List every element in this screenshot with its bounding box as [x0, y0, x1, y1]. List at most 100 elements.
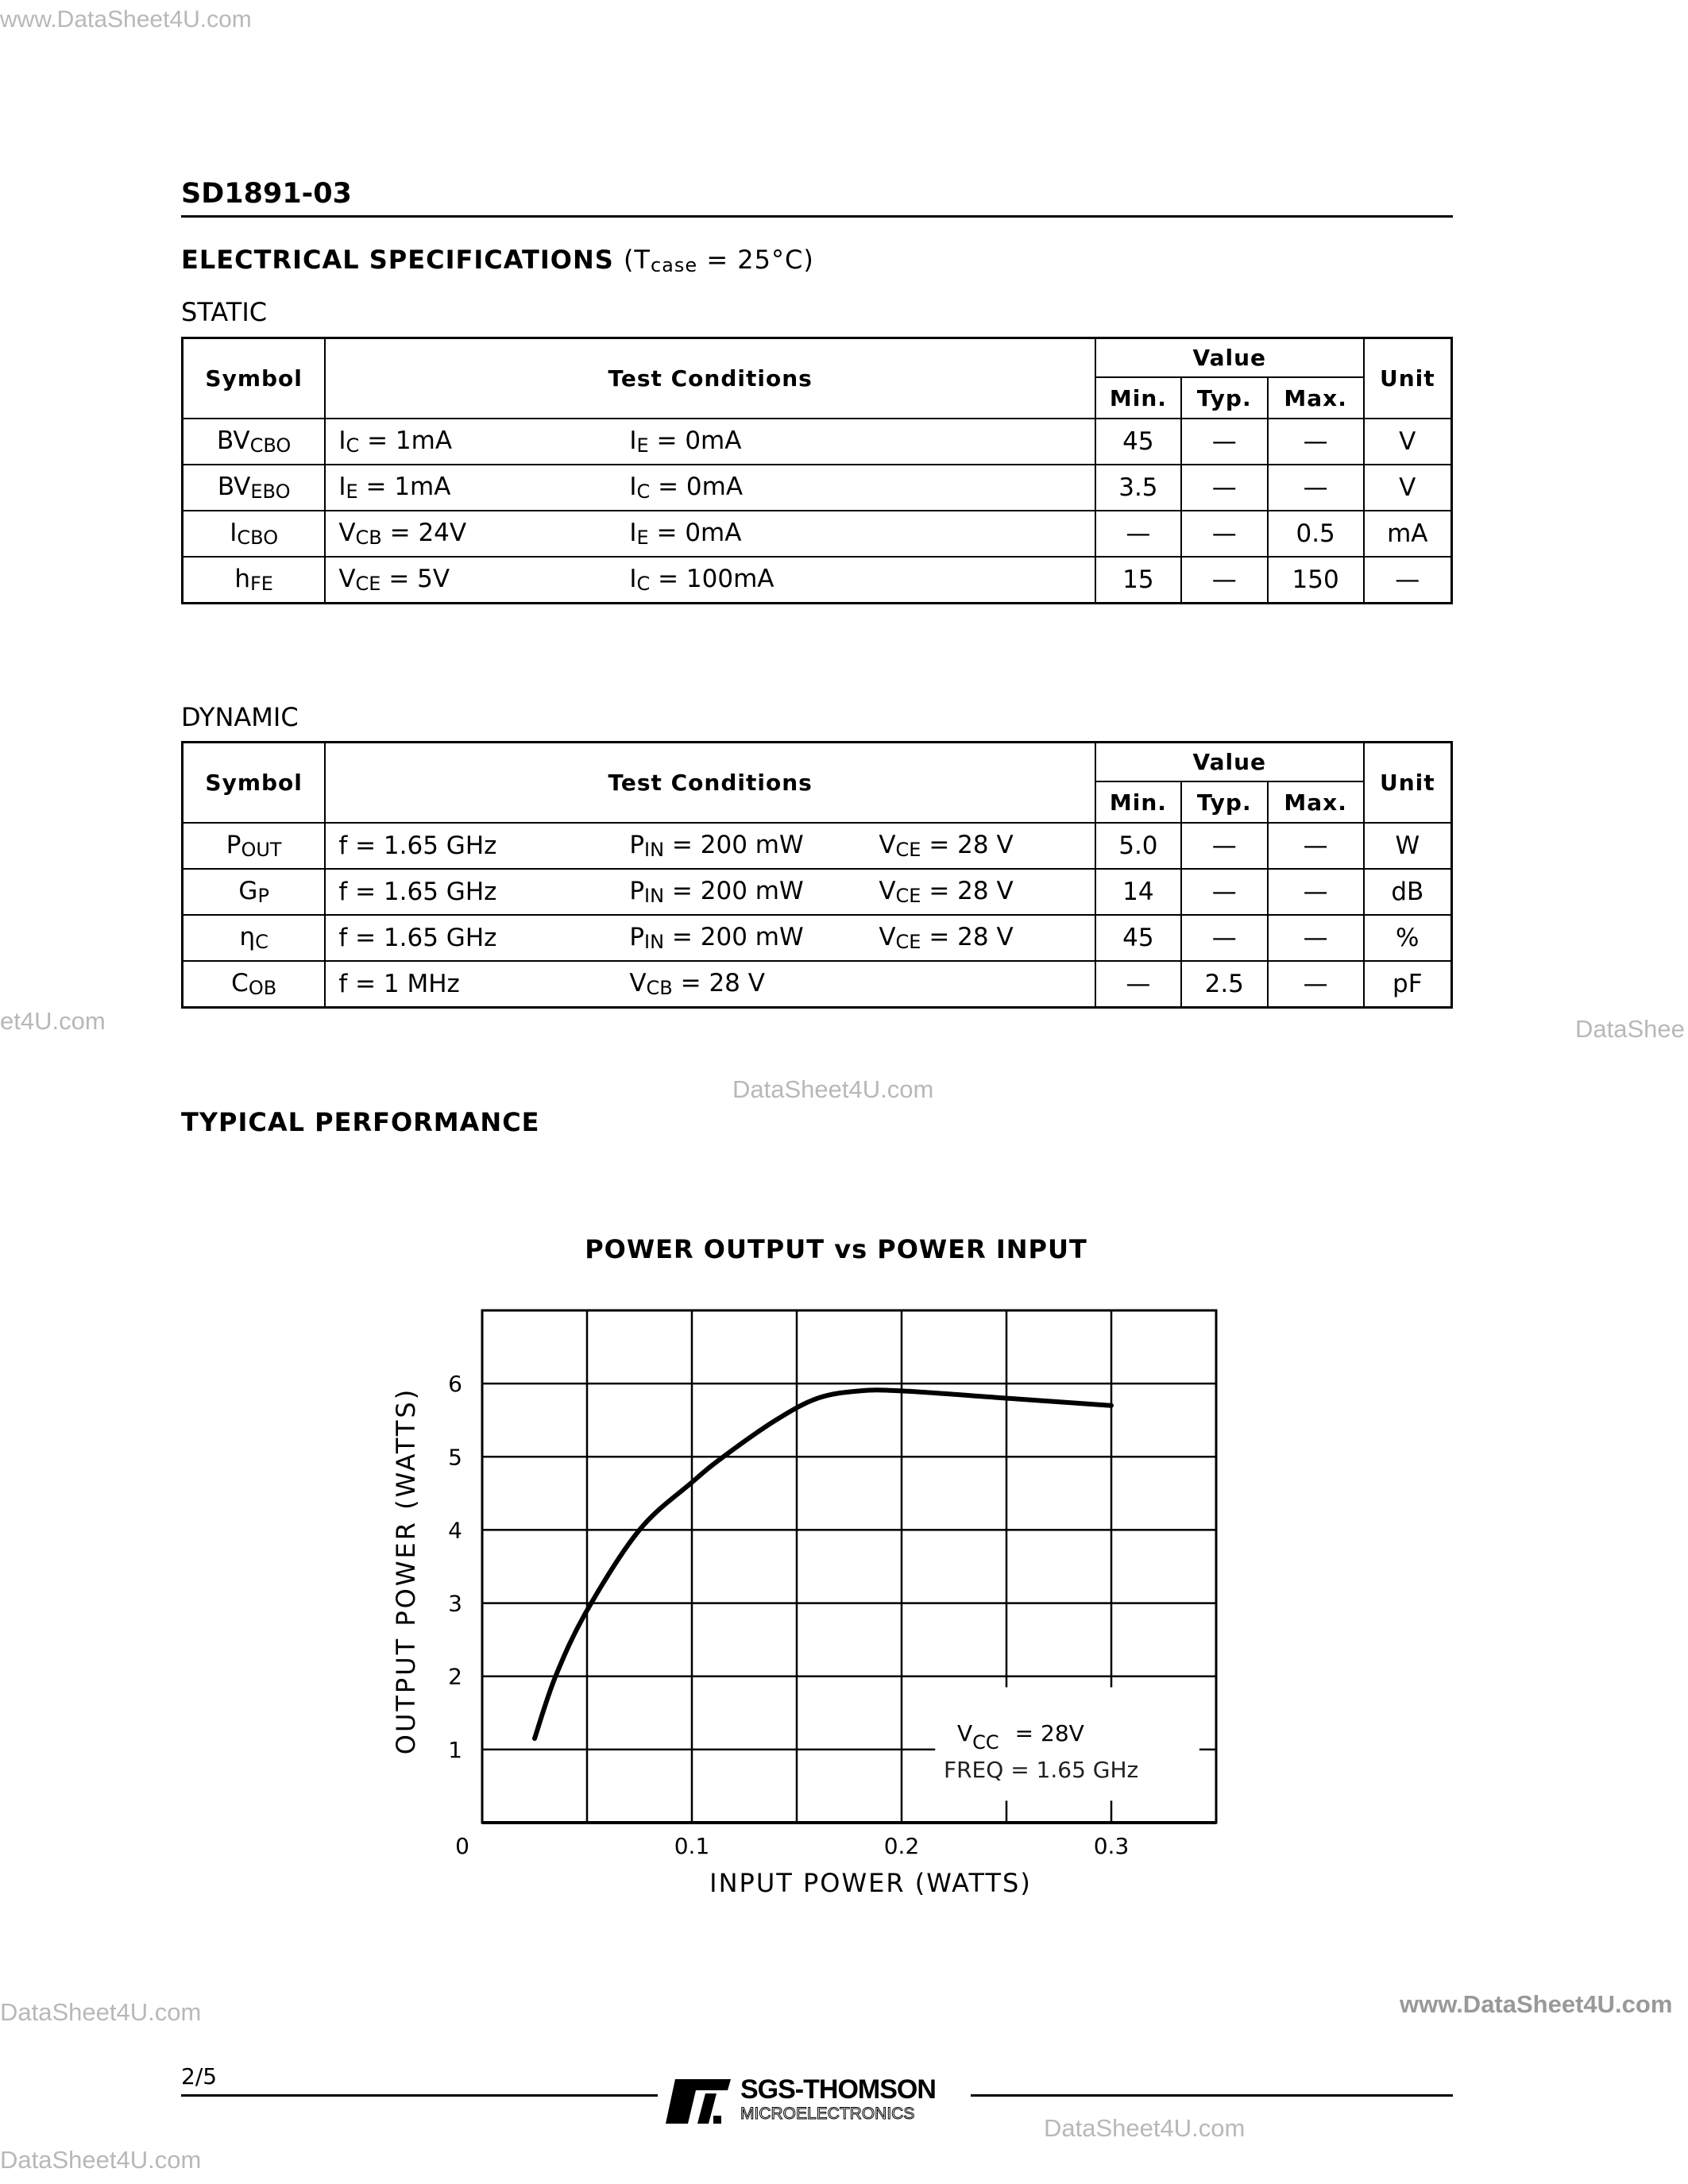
chart-title: POWER OUTPUT vs POWER INPUT: [585, 1234, 1087, 1264]
watermark: DataSheet4U.com: [0, 1998, 202, 2026]
dynamic-table: Symbol Test Conditions Value Unit Min. T…: [181, 741, 1453, 1009]
footer-rule-right: [971, 2094, 1453, 2097]
unit-cell: —: [1362, 556, 1453, 604]
table-row: BVCBO IC = 1mA IE = 0mA 45 — — V: [181, 418, 1453, 465]
min-cell: 45: [1094, 418, 1182, 465]
typical-performance-heading: TYPICAL PERFORMANCE: [181, 1107, 540, 1137]
test-condition: VCE = 28 V: [879, 923, 1014, 953]
sgs-thomson-logo: SGS-THOMSON MICROELECTRONICS: [664, 2074, 966, 2125]
symbol-cell: POUT: [181, 822, 326, 870]
header-max: Max.: [1266, 376, 1365, 419]
x-axis-label: INPUT POWER (WATTS): [709, 1868, 1032, 1898]
header-symbol: Symbol: [181, 741, 326, 824]
header-value: Value: [1094, 337, 1365, 378]
max-cell: —: [1266, 914, 1365, 962]
x-tick-label: 0.3: [1094, 1833, 1130, 1859]
test-condition: IE = 0mA: [629, 426, 742, 457]
test-condition: VCE = 28 V: [879, 877, 1014, 907]
symbol-cell: hFE: [181, 556, 326, 604]
x-tick-label: 0: [455, 1833, 469, 1859]
page-number: 2/5: [181, 2063, 218, 2089]
min-cell: 5.0: [1094, 822, 1182, 870]
max-cell: —: [1266, 868, 1365, 916]
y-tick-label: 6: [448, 1371, 462, 1397]
x-tick-label: 0.1: [674, 1833, 710, 1859]
watermark: DataSheet4U.com: [1044, 2114, 1246, 2142]
max-cell: —: [1266, 418, 1365, 465]
y-tick-label: 3: [448, 1591, 462, 1617]
x-tick-label: 0.2: [884, 1833, 920, 1859]
dynamic-label: DYNAMIC: [181, 702, 299, 732]
conditions-cell: VCB = 24V IE = 0mA: [324, 510, 1096, 558]
max-cell: —: [1266, 960, 1365, 1009]
header-max: Max.: [1266, 781, 1365, 824]
conditions-cell: IC = 1mA IE = 0mA: [324, 418, 1096, 465]
specs-title: ELECTRICAL SPECIFICATIONS (Tcase = 25°C): [181, 245, 814, 276]
min-cell: 14: [1094, 868, 1182, 916]
header-typ: Typ.: [1180, 781, 1269, 824]
test-condition: IE = 0mA: [629, 519, 742, 549]
symbol-cell: BVEBO: [181, 464, 326, 511]
watermark: et4U.com: [0, 1007, 106, 1035]
header-unit: Unit: [1362, 741, 1453, 824]
conditions-cell: f = 1.65 GHz PIN = 200 mW VCE = 28 V: [324, 868, 1096, 916]
table-row: hFE VCE = 5V IC = 100mA 15 — 150 —: [181, 556, 1453, 604]
test-condition: f = 1.65 GHz: [338, 832, 497, 860]
min-cell: 45: [1094, 914, 1182, 962]
annotation-freq: FREQ = 1.65 GHz: [944, 1757, 1138, 1783]
static-table: Symbol Test Conditions Value Unit Min. T…: [181, 337, 1453, 604]
conditions-cell: VCE = 5V IC = 100mA: [324, 556, 1096, 604]
y-tick-label: 2: [448, 1664, 462, 1690]
min-cell: 3.5: [1094, 464, 1182, 511]
static-label: STATIC: [181, 297, 268, 327]
watermark: DataShee: [1575, 1015, 1685, 1043]
test-condition: PIN = 200 mW: [629, 877, 804, 907]
symbol-cell: GP: [181, 868, 326, 916]
test-condition: f = 1 MHz: [338, 970, 460, 998]
typ-cell: —: [1180, 556, 1269, 604]
max-cell: 0.5: [1266, 510, 1365, 558]
symbol-cell: BVCBO: [181, 418, 326, 465]
test-condition: IC = 0mA: [629, 473, 744, 503]
test-condition: VCE = 28 V: [879, 831, 1014, 861]
part-number: SD1891-03: [181, 178, 352, 210]
symbol-cell: ηC: [181, 914, 326, 962]
min-cell: —: [1094, 960, 1182, 1009]
test-condition: IC = 1mA: [338, 426, 453, 457]
symbol-cell: COB: [181, 960, 326, 1009]
table-row: POUT f = 1.65 GHz PIN = 200 mW VCE = 28 V …: [181, 822, 1453, 870]
header-test-conditions: Test Conditions: [324, 741, 1096, 824]
test-condition: IC = 100mA: [629, 565, 774, 595]
test-condition: IE = 1mA: [338, 473, 451, 503]
unit-cell: dB: [1362, 868, 1453, 916]
conditions-cell: IE = 1mA IC = 0mA: [324, 464, 1096, 511]
header-value: Value: [1094, 741, 1365, 782]
min-cell: 15: [1094, 556, 1182, 604]
header-test-conditions: Test Conditions: [324, 337, 1096, 419]
watermark: DataSheet4U.com: [0, 2146, 202, 2174]
y-tick-label: 4: [448, 1517, 462, 1543]
table-row: COB f = 1 MHz VCB = 28 V — 2.5 — pF: [181, 960, 1453, 1009]
watermark: www.DataSheet4U.com: [0, 6, 252, 33]
table-row: GP f = 1.65 GHz PIN = 200 mW VCE = 28 V 14…: [181, 868, 1453, 916]
typ-cell: —: [1180, 822, 1269, 870]
symbol-cell: ICBO: [181, 510, 326, 558]
unit-cell: pF: [1362, 960, 1453, 1009]
table-row: ICBO VCB = 24V IE = 0mA — — 0.5 mA: [181, 510, 1453, 558]
y-tick-label: 1: [448, 1737, 462, 1763]
unit-cell: V: [1362, 418, 1453, 465]
test-condition: VCE = 5V: [338, 565, 450, 595]
max-cell: —: [1266, 822, 1365, 870]
typ-cell: —: [1180, 418, 1269, 465]
test-condition: VCB = 24V: [338, 519, 467, 549]
series-line: [532, 1387, 1114, 1742]
max-cell: —: [1266, 464, 1365, 511]
typ-cell: —: [1180, 868, 1269, 916]
header-rule: [181, 215, 1453, 218]
st-logo-icon: [666, 2079, 731, 2124]
test-condition: PIN = 200 mW: [629, 831, 804, 861]
unit-cell: %: [1362, 914, 1453, 962]
header-unit: Unit: [1362, 337, 1453, 419]
typ-cell: 2.5: [1180, 960, 1269, 1009]
